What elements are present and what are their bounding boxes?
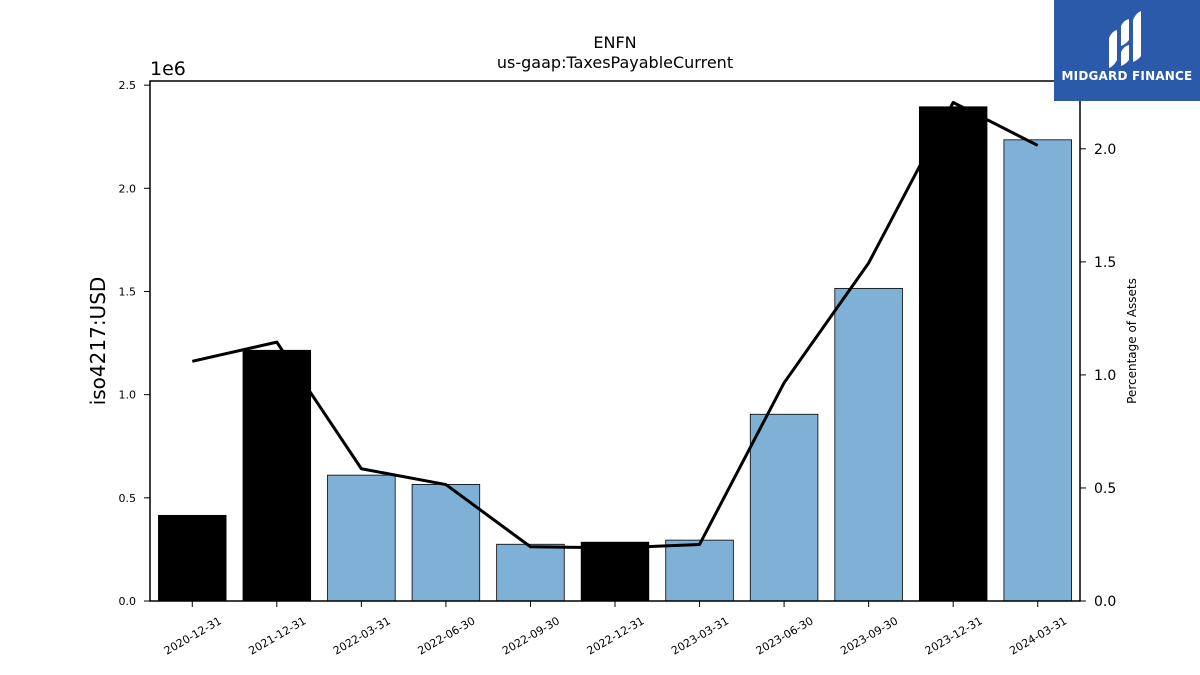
brand-logo: MIDGARD FINANCE xyxy=(1054,0,1200,101)
y-tick-label: 0.5 xyxy=(119,492,137,505)
y2-tick-label: 0.0 xyxy=(1094,594,1116,610)
x-tick-label: 2023-12-31 xyxy=(923,614,985,657)
x-tick-label: 2022-06-30 xyxy=(416,614,478,657)
x-tick-label: 2023-09-30 xyxy=(838,614,900,657)
brand-name: MIDGARD FINANCE xyxy=(1061,69,1193,83)
midgard-logo-icon xyxy=(1109,11,1141,68)
bar-2023-06-30 xyxy=(749,413,819,602)
y-tick-label: 2.5 xyxy=(119,79,137,92)
y-tick-label: 2.0 xyxy=(119,182,137,195)
y-tick-label: 1.0 xyxy=(119,389,137,402)
x-tick-label: 2024-03-31 xyxy=(1007,614,1069,657)
y-tick-label: 1.5 xyxy=(119,285,137,298)
y-tick-label: 0.0 xyxy=(119,595,137,608)
x-tick-label: 2020-12-31 xyxy=(162,614,224,657)
y2-tick-label: 2.0 xyxy=(1094,142,1116,158)
bar-series xyxy=(158,106,1072,602)
bar-2023-09-30 xyxy=(834,287,903,602)
y2-axis-label: Percentage of Assets xyxy=(1125,278,1139,404)
bar-2023-03-31 xyxy=(665,539,734,602)
x-tick-label: 2023-03-31 xyxy=(669,614,731,657)
bar-2021-12-31 xyxy=(242,349,312,602)
y2-tick-label: 1.5 xyxy=(1094,255,1116,271)
percentage-of-assets-line xyxy=(191,100,1039,550)
x-tick-label: 2022-12-31 xyxy=(585,614,647,657)
line-series xyxy=(191,100,1039,550)
bar-2022-03-31 xyxy=(327,474,396,602)
bar-2022-09-30 xyxy=(496,543,565,602)
y2-tick-label: 0.5 xyxy=(1094,481,1116,497)
chart-title: ENFN xyxy=(593,33,636,52)
bar-2022-06-30 xyxy=(411,484,481,602)
bar-2024-03-31 xyxy=(1003,139,1072,602)
x-tick-label: 2022-03-31 xyxy=(331,614,393,657)
y2-tick-label: 1.0 xyxy=(1094,368,1116,384)
chart-subtitle: us-gaap:TaxesPayableCurrent xyxy=(497,53,733,72)
x-tick-label: 2022-09-30 xyxy=(500,614,562,657)
x-tick-label: 2021-12-31 xyxy=(246,614,308,657)
y-axis-label: iso4217:USD xyxy=(86,277,110,406)
bar-2023-12-31 xyxy=(918,106,988,602)
y-axis-scale-label: 1e6 xyxy=(150,58,186,80)
x-tick-label: 2023-06-30 xyxy=(754,614,816,657)
bar-2020-12-31 xyxy=(158,514,227,602)
bar-2022-12-31 xyxy=(580,541,650,602)
